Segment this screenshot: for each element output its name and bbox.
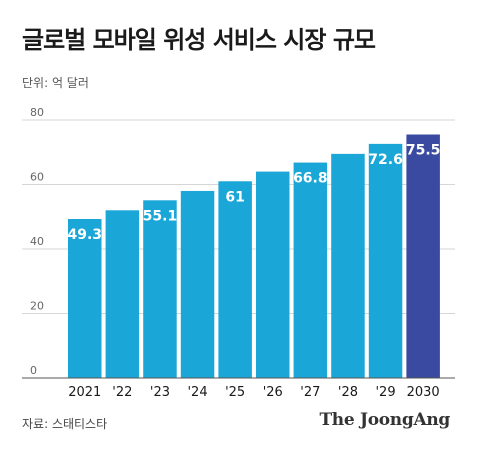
y-tick-label: 60 bbox=[30, 171, 44, 184]
data-label: 72.6 bbox=[368, 152, 403, 168]
y-axis-ticks: 0 20 40 60 80 bbox=[30, 106, 44, 377]
data-label: 61 bbox=[225, 189, 244, 205]
y-tick-label: 20 bbox=[30, 300, 44, 313]
bar-25 bbox=[218, 181, 252, 378]
data-labels: 49.3 55.1 61 66.8 72.675.5 bbox=[67, 143, 440, 243]
bar-2030 bbox=[406, 134, 440, 378]
bars bbox=[68, 134, 440, 378]
x-tick-label: 2021 bbox=[68, 385, 101, 400]
bar-29 bbox=[368, 143, 403, 378]
bar-27 bbox=[293, 162, 328, 378]
y-tick-label: 80 bbox=[30, 106, 44, 119]
bar-2021 bbox=[68, 219, 102, 378]
data-label: 49.3 bbox=[67, 227, 102, 243]
x-tick-label: '23 bbox=[150, 385, 170, 400]
x-tick-label: '24 bbox=[187, 385, 207, 400]
y-tick-label: 0 bbox=[30, 364, 37, 377]
x-tick-label: '27 bbox=[300, 385, 320, 400]
data-label: 55.1 bbox=[143, 208, 178, 224]
source-note: 자료: 스태티스타 bbox=[22, 417, 108, 431]
bar-23 bbox=[143, 200, 177, 378]
data-label: 66.8 bbox=[293, 171, 328, 187]
bar-22 bbox=[105, 210, 140, 378]
x-tick-label: '29 bbox=[375, 385, 395, 400]
x-tick-label: '28 bbox=[338, 385, 358, 400]
data-label: 75.5 bbox=[406, 143, 441, 159]
bar-24 bbox=[180, 190, 215, 378]
x-tick-label: '26 bbox=[263, 385, 283, 400]
chart-title: 글로벌 모바일 위성 서비스 시장 규모 bbox=[22, 26, 376, 54]
x-axis-ticks: 2021 '22 '23 '24 '25 '26 '27 '28 '29 2030 bbox=[68, 385, 439, 400]
x-tick-label: '25 bbox=[225, 385, 245, 400]
bar-28 bbox=[331, 153, 365, 378]
publisher-logo: The JoongAng bbox=[319, 410, 450, 430]
bar-26 bbox=[256, 171, 290, 378]
unit-label: 단위: 억 달러 bbox=[22, 76, 89, 90]
y-tick-label: 40 bbox=[30, 235, 44, 248]
x-tick-label: 2030 bbox=[407, 385, 440, 400]
x-tick-label: '22 bbox=[112, 385, 132, 400]
